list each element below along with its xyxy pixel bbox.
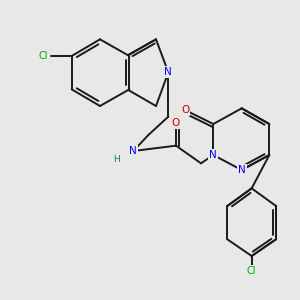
- Text: O: O: [181, 105, 189, 115]
- Text: Cl: Cl: [247, 266, 256, 276]
- Text: N: N: [130, 146, 137, 156]
- Text: N: N: [209, 150, 217, 160]
- Text: O: O: [172, 118, 180, 128]
- Text: N: N: [164, 67, 172, 77]
- Text: Cl: Cl: [39, 51, 48, 61]
- Text: N: N: [238, 165, 245, 175]
- Text: H: H: [112, 155, 119, 164]
